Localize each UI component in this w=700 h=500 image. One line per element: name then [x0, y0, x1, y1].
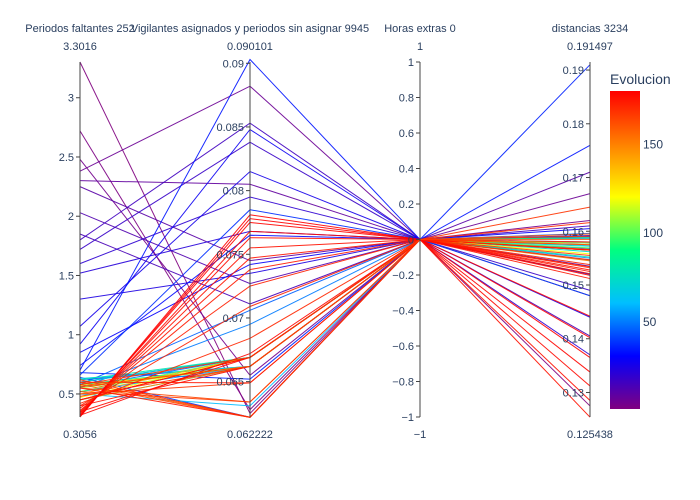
colorbar-tick-label: 50 [643, 315, 657, 329]
data-line-8 [79, 233, 591, 337]
tick-label-periodos-faltantes: 0.5 [59, 389, 74, 401]
axis-distancias[interactable]: distancias 3234 0.191497 0.125438 0.13 0.14 0… [552, 23, 628, 441]
tick-label-vigilantes: 0.08 [223, 186, 244, 198]
colorbar-tick-label: 150 [643, 137, 663, 151]
data-line-6 [79, 171, 591, 262]
tick-label-horas-extras: 0 [408, 235, 414, 247]
data-line-47 [79, 238, 591, 404]
tick-label-vigilantes: 0.09 [223, 58, 244, 70]
data-line-3 [79, 159, 591, 376]
data-line-66 [79, 235, 591, 388]
tick-label-distancias: 0.19 [563, 65, 584, 77]
data-line-11 [79, 196, 591, 356]
axis-title-periodos-faltantes: Periodos faltantes 252 [25, 23, 134, 35]
tick-label-horas-extras: −0.2 [392, 270, 414, 282]
data-line-49 [79, 238, 591, 409]
data-line-55 [79, 221, 591, 417]
tick-label-periodos-faltantes: 2 [68, 211, 74, 223]
tick-label-horas-extras: 0.4 [399, 164, 414, 176]
data-line-57 [79, 214, 591, 418]
colorbar-ticks: 50 100 150 [643, 137, 663, 329]
axis-range-min-distancias: 0.125438 [567, 429, 613, 441]
data-line-52 [79, 238, 591, 414]
axis-horas-extras[interactable]: Horas extras 0 1 −1−1 −0.8 −0.6 −0.4 −0.2 0 0.2 0… [384, 23, 456, 441]
polylines-layer [79, 58, 591, 418]
tick-label-horas-extras: −0.4 [392, 306, 414, 318]
axis-title-horas-extras: Horas extras 0 [384, 23, 456, 35]
data-line-54 [79, 230, 591, 416]
axis-periodos-faltantes[interactable]: Periodos faltantes 252 3.3016 0.3056 0.5 1 1.… [25, 23, 134, 441]
tick-label-horas-extras: 0.8 [399, 93, 414, 105]
axis-range-min-vigilantes: 0.062222 [227, 429, 273, 441]
tick-label-vigilantes: 0.075 [216, 249, 244, 261]
data-line-9 [79, 122, 591, 241]
axis-range-max-periodos-faltantes: 3.3016 [63, 41, 97, 53]
axis-vigilantes[interactable]: Vigilantes asignados y periodos sin asig… [131, 23, 369, 441]
tick-label-distancias: 0.18 [563, 119, 584, 131]
tick-label-distancias: 0.14 [563, 334, 584, 346]
data-line-4 [79, 85, 591, 241]
data-line-51 [79, 238, 591, 413]
tick-label-vigilantes: 0.085 [216, 122, 244, 134]
tick-label-periodos-faltantes: 2.5 [59, 152, 74, 164]
data-line-56 [79, 218, 591, 417]
colorbar-gradient [610, 91, 640, 409]
data-line-64 [79, 222, 591, 418]
axis-range-max-distancias: 0.191497 [567, 41, 613, 53]
tick-label-distancias: 0.13 [563, 387, 584, 399]
data-line-1 [79, 61, 591, 415]
data-line-65 [79, 206, 591, 385]
tick-label-horas-extras: −1 [401, 412, 414, 424]
tick-label-periodos-faltantes: 1 [68, 330, 74, 342]
axis-range-min-periodos-faltantes: 0.3056 [63, 429, 97, 441]
colorbar: Evolucion 50 100 150 [610, 71, 671, 409]
colorbar-tick-label: 100 [643, 226, 663, 240]
axis-range-max-vigilantes: 0.090101 [227, 41, 273, 53]
colorbar-title: Evolucion [610, 71, 671, 87]
data-line-62 [79, 238, 591, 384]
tick-label-periodos-faltantes: 1.5 [59, 270, 74, 282]
tick-label-vigilantes: 0.065 [216, 377, 244, 389]
data-line-48 [79, 238, 591, 407]
tick-label-horas-extras: 1 [408, 57, 414, 69]
data-line-53 [79, 237, 591, 415]
axis-range-min-horas-extras: −1 [414, 429, 427, 441]
tick-label-periodos-faltantes: 3 [68, 93, 74, 105]
data-line-16 [79, 228, 591, 353]
tick-label-distancias: 0.17 [563, 173, 584, 185]
tick-label-vigilantes: 0.07 [223, 313, 244, 325]
tick-label-horas-extras: −0.8 [392, 377, 414, 389]
tick-label-distancias: 0.15 [563, 280, 584, 292]
tick-label-distancias: 0.16 [563, 226, 584, 238]
axis-title-distancias: distancias 3234 [552, 23, 628, 35]
axis-title-vigilantes: Vigilantes asignados y periodos sin asig… [131, 23, 369, 35]
axes-layer: Periodos faltantes 252 3.3016 0.3056 0.5 1 1.… [25, 23, 628, 441]
data-line-50 [79, 238, 591, 411]
data-line-10 [79, 141, 591, 291]
data-line-18 [79, 58, 591, 371]
tick-label-horas-extras: −0.6 [392, 341, 414, 353]
tick-label-horas-extras: 0.2 [399, 199, 414, 211]
axis-range-max-horas-extras: 1 [417, 41, 423, 53]
tick-label-horas-extras: 0.6 [399, 128, 414, 140]
